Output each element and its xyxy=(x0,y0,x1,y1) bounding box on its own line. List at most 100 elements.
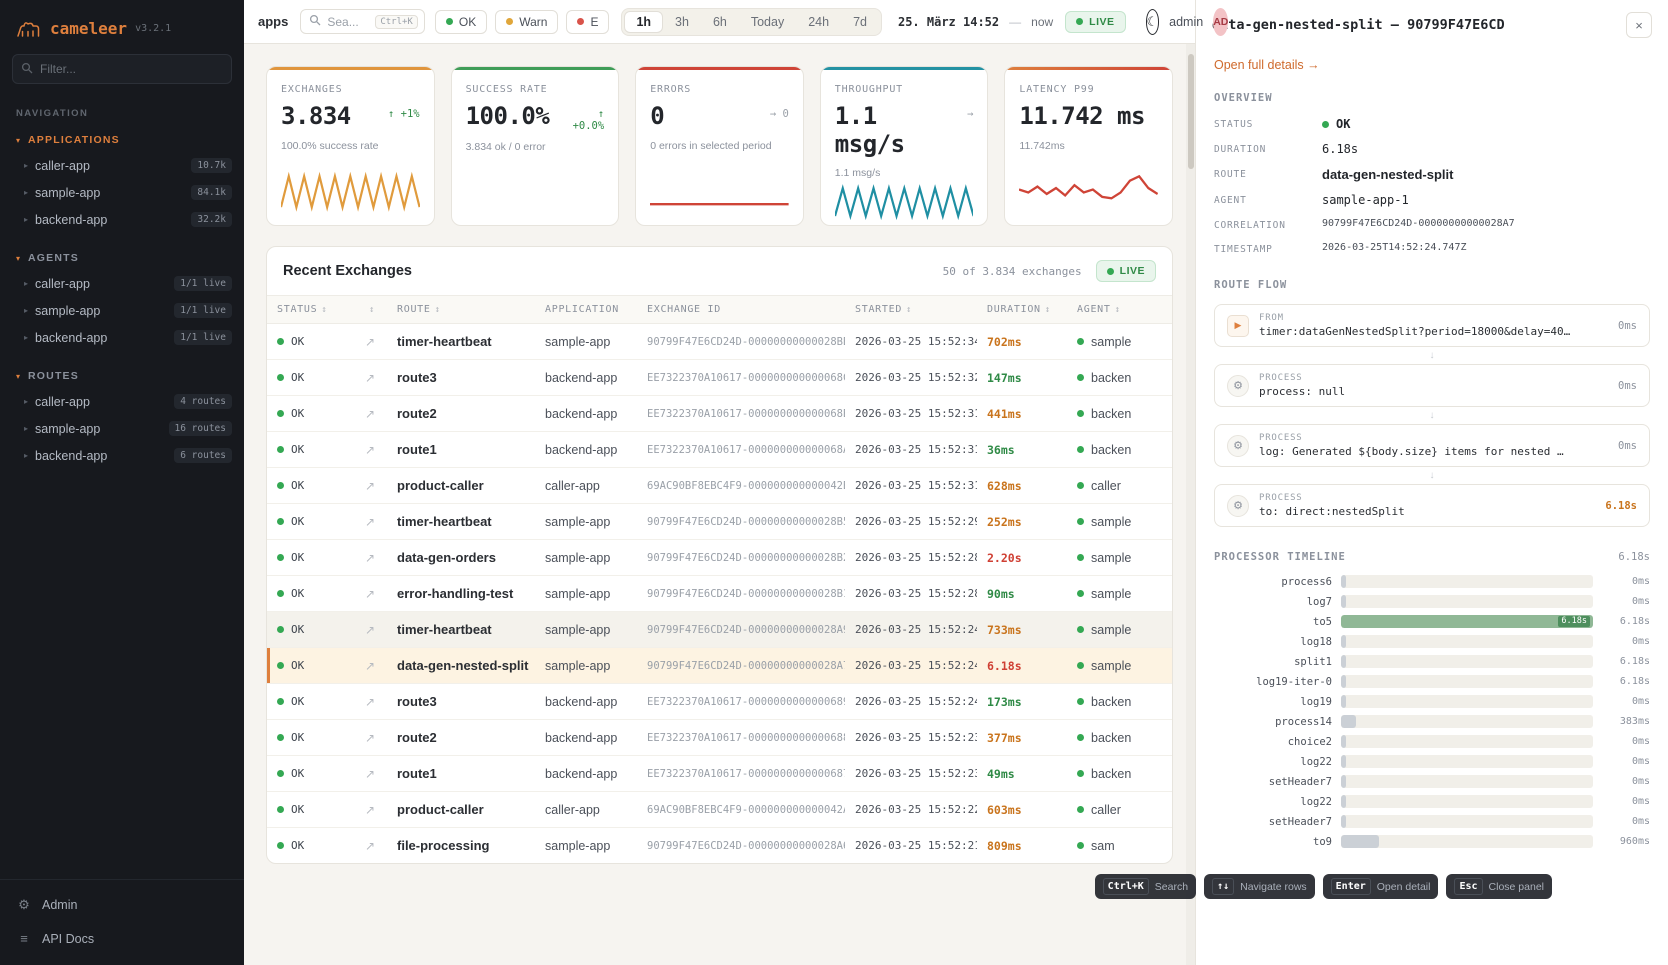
status-filter-ok[interactable]: OK xyxy=(434,9,488,34)
timeline-row[interactable]: process14 383ms xyxy=(1214,715,1650,728)
nav-section-header[interactable]: ▾ ROUTES xyxy=(0,367,244,388)
timeline-row[interactable]: process6 0ms xyxy=(1214,575,1650,588)
col-agent[interactable]: AGENT ↕ xyxy=(1067,295,1172,324)
avatar[interactable]: AD xyxy=(1213,7,1229,36)
nav-section-header[interactable]: ▾ AGENTS xyxy=(0,249,244,270)
open-exchange-icon[interactable]: ↗ xyxy=(365,442,376,457)
table-row[interactable]: OK ↗ data-gen-orders sample-app 90799F47… xyxy=(267,539,1172,576)
open-exchange-icon[interactable]: ↗ xyxy=(365,802,376,817)
open-exchange-icon[interactable]: ↗ xyxy=(365,370,376,385)
table-row[interactable]: OK ↗ product-caller caller-app 69AC90BF8… xyxy=(267,791,1172,828)
table-row[interactable]: OK ↗ route3 backend-app EE7322370A10617-… xyxy=(267,359,1172,396)
status-filter-e[interactable]: E xyxy=(566,9,610,34)
sort-icon[interactable]: ↕ xyxy=(1044,305,1051,315)
sort-icon[interactable]: ↕ xyxy=(1114,305,1121,315)
open-exchange-icon[interactable]: ↗ xyxy=(365,478,376,493)
nav-section-header[interactable]: ▾ APPLICATIONS xyxy=(0,131,244,152)
table-row[interactable]: OK ↗ data-gen-nested-split sample-app 90… xyxy=(267,647,1172,684)
table-row[interactable]: OK ↗ route1 backend-app EE7322370A10617-… xyxy=(267,755,1172,792)
timeline-row[interactable]: log7 0ms xyxy=(1214,595,1650,608)
timeline-row[interactable]: split1 6.18s xyxy=(1214,655,1650,668)
range-3h[interactable]: 3h xyxy=(663,11,701,33)
sidebar-admin[interactable]: ⚙ Admin xyxy=(0,888,244,922)
search-input[interactable] xyxy=(327,14,370,29)
scrollbar[interactable] xyxy=(1186,44,1195,965)
sidebar-item-sample-app[interactable]: ▸ sample-app 1/1 live xyxy=(0,297,244,324)
timeline-track xyxy=(1341,695,1593,708)
table-row[interactable]: OK ↗ product-caller caller-app 69AC90BF8… xyxy=(267,467,1172,504)
dark-mode-toggle[interactable]: ☾ xyxy=(1145,8,1160,35)
range-today[interactable]: Today xyxy=(739,11,796,33)
sidebar-item-caller-app[interactable]: ▸ caller-app 1/1 live xyxy=(0,270,244,297)
live-badge[interactable]: LIVE xyxy=(1065,10,1126,33)
status-filter-warn[interactable]: Warn xyxy=(495,9,559,34)
route-flow-step[interactable]: ⚙ PROCESS process: null 0ms xyxy=(1214,364,1650,407)
open-exchange-icon[interactable]: ↗ xyxy=(365,766,376,781)
sidebar-item-caller-app[interactable]: ▸ caller-app 10.7k xyxy=(0,152,244,179)
sidebar-item-backend-app[interactable]: ▸ backend-app 32.2k xyxy=(0,206,244,233)
table-row[interactable]: OK ↗ timer-heartbeat sample-app 90799F47… xyxy=(267,503,1172,540)
close-panel-button[interactable]: × xyxy=(1626,12,1652,38)
timeline-row[interactable]: setHeader7 0ms xyxy=(1214,775,1650,788)
table-row[interactable]: OK ↗ route2 backend-app EE7322370A10617-… xyxy=(267,395,1172,432)
timeline-row[interactable]: log19-iter-0 6.18s xyxy=(1214,675,1650,688)
open-exchange-icon[interactable]: ↗ xyxy=(365,838,376,853)
timeline-row[interactable]: choice2 0ms xyxy=(1214,735,1650,748)
route-flow-step[interactable]: ⚙ PROCESS to: direct:nestedSplit 6.18s xyxy=(1214,484,1650,527)
table-row[interactable]: OK ↗ error-handling-test sample-app 9079… xyxy=(267,575,1172,612)
timeline-row[interactable]: log22 0ms xyxy=(1214,795,1650,808)
open-full-details-link[interactable]: Open full details → xyxy=(1214,58,1320,72)
row-app: sample-app xyxy=(535,611,637,648)
open-exchange-icon[interactable]: ↗ xyxy=(365,406,376,421)
col-route[interactable]: ROUTE ↕ xyxy=(387,295,535,324)
table-row[interactable]: OK ↗ timer-heartbeat sample-app 90799F47… xyxy=(267,611,1172,648)
sidebar-item-caller-app[interactable]: ▸ caller-app 4 routes xyxy=(0,388,244,415)
open-exchange-icon[interactable]: ↗ xyxy=(365,730,376,745)
timeline-row[interactable]: to9 960ms xyxy=(1214,835,1650,848)
table-row[interactable]: OK ↗ route3 backend-app EE7322370A10617-… xyxy=(267,683,1172,720)
sort-icon[interactable]: ↕ xyxy=(369,305,376,315)
table-row[interactable]: OK ↗ route1 backend-app EE7322370A10617-… xyxy=(267,431,1172,468)
sidebar-item-sample-app[interactable]: ▸ sample-app 16 routes xyxy=(0,415,244,442)
open-exchange-icon[interactable]: ↗ xyxy=(365,694,376,709)
scrollbar-thumb[interactable] xyxy=(1188,54,1194,169)
col-status[interactable]: STATUS ↕ xyxy=(267,295,355,324)
open-exchange-icon[interactable]: ↗ xyxy=(365,658,376,673)
sort-icon[interactable]: ↕ xyxy=(321,305,328,315)
stat-card-accent xyxy=(267,67,434,70)
col-action[interactable]: ↕ xyxy=(355,295,387,324)
filter-input[interactable] xyxy=(12,54,232,84)
timeline-row[interactable]: log18 0ms xyxy=(1214,635,1650,648)
sidebar-item-backend-app[interactable]: ▸ backend-app 1/1 live xyxy=(0,324,244,351)
col-duration[interactable]: DURATION ↕ xyxy=(977,295,1067,324)
open-exchange-icon[interactable]: ↗ xyxy=(365,550,376,565)
timeline-row[interactable]: to5 6.18s 6.18s xyxy=(1214,615,1650,628)
range-24h[interactable]: 24h xyxy=(796,11,841,33)
col-started[interactable]: STARTED ↕ xyxy=(845,295,977,324)
table-row[interactable]: OK ↗ route2 backend-app EE7322370A10617-… xyxy=(267,719,1172,756)
timeline-row[interactable]: log19 0ms xyxy=(1214,695,1650,708)
date-range-label[interactable]: 25. März 14:52 xyxy=(897,14,1000,29)
timeline-row[interactable]: setHeader7 0ms xyxy=(1214,815,1650,828)
sort-icon[interactable]: ↕ xyxy=(906,305,913,315)
timeline-bar xyxy=(1341,815,1347,828)
route-flow-step[interactable]: ⚙ PROCESS log: Generated ${body.size} it… xyxy=(1214,424,1650,467)
open-exchange-icon[interactable]: ↗ xyxy=(365,514,376,529)
open-exchange-icon[interactable]: ↗ xyxy=(365,586,376,601)
sidebar-item-backend-app[interactable]: ▸ backend-app 6 routes xyxy=(0,442,244,469)
route-flow-step[interactable]: ▶ FROM timer:dataGenNestedSplit?period=1… xyxy=(1214,304,1650,347)
row-duration: 2.20s xyxy=(977,539,1067,576)
open-exchange-icon[interactable]: ↗ xyxy=(365,622,376,637)
table-row[interactable]: OK ↗ timer-heartbeat sample-app 90799F47… xyxy=(267,324,1172,360)
open-exchange-icon[interactable]: ↗ xyxy=(365,334,376,349)
overview-grid: STATUS OK DURATION 6.18s ROUTE data-gen-neste… xyxy=(1214,117,1650,255)
sidebar-item-sample-app[interactable]: ▸ sample-app 84.1k xyxy=(0,179,244,206)
range-1h[interactable]: 1h xyxy=(624,10,664,33)
table-row[interactable]: OK ↗ file-processing sample-app 90799F47… xyxy=(267,827,1172,863)
sidebar-api-docs[interactable]: ≡ API Docs xyxy=(0,922,244,955)
global-search[interactable]: Ctrl+K xyxy=(300,9,425,34)
timeline-row[interactable]: log22 0ms xyxy=(1214,755,1650,768)
range-7d[interactable]: 7d xyxy=(841,11,879,33)
sort-icon[interactable]: ↕ xyxy=(434,305,441,315)
range-6h[interactable]: 6h xyxy=(701,11,739,33)
